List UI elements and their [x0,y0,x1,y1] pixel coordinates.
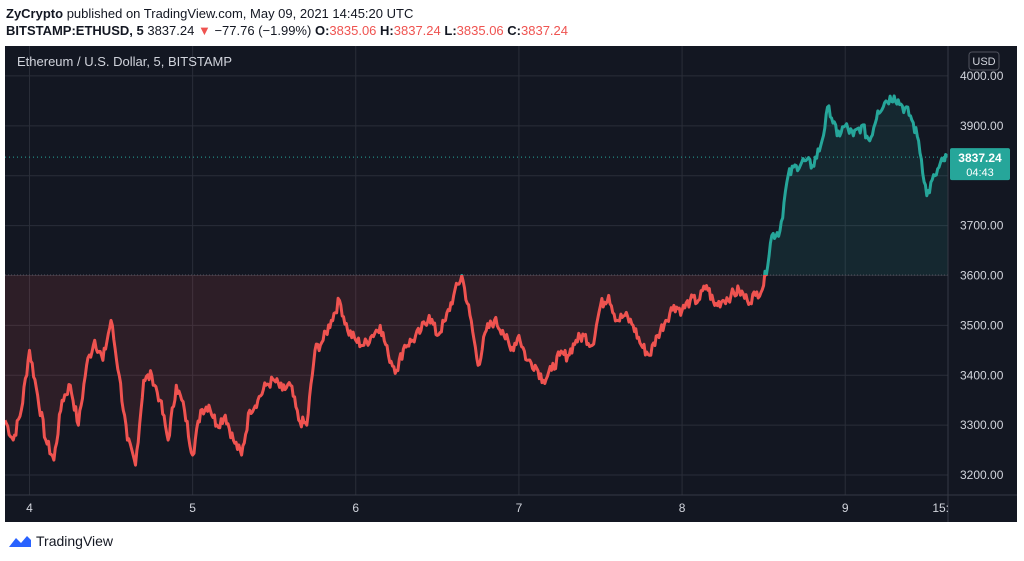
chart-title: Ethereum / U.S. Dollar, 5, BITSTAMP [17,54,232,69]
y-tick-label: 3500.00 [960,318,1004,332]
x-tick-label: 9 [842,501,849,515]
low-label: L: [444,23,457,38]
change-down-icon: ▼ [197,23,211,38]
x-tick-label: 4 [26,501,33,515]
last-price-badge [950,148,1010,181]
close-value: 3837.24 [521,23,568,38]
x-tick-label: 7 [516,501,523,515]
currency-badge[interactable] [968,51,1000,71]
area-fill-above-baseline [764,95,948,275]
price-line-down[interactable] [5,96,948,467]
high-label: H: [380,23,394,38]
y-tick-label: 4000.00 [960,69,1004,83]
x-tick-label: 8 [679,501,686,515]
publish-info: ZyCrypto published on TradingView.com, M… [6,6,413,21]
low-value: 3835.06 [456,23,504,38]
open-label: O: [314,23,330,38]
currency-label: USD [972,56,995,68]
footer-brand: TradingView [36,533,114,549]
last-price-value: 3837.24 [958,151,1002,165]
published-text: published on TradingView.com, May 09, 20… [66,6,414,21]
x-tick-label: 6 [352,501,359,515]
chart-frame[interactable]: Ethereum / U.S. Dollar, 5, BITSTAMP 3200… [5,46,1017,522]
price-change: −77.76 (−1.99%) [214,23,312,38]
price-chart[interactable]: Ethereum / U.S. Dollar, 5, BITSTAMP 3200… [5,46,1017,522]
y-tick-label: 3300.00 [960,418,1004,432]
x-tick-label: 5 [189,501,196,515]
last-price: 3837.24 [147,23,195,38]
tradingview-logo-icon [9,536,31,547]
footer: TradingView [8,533,113,549]
area-fill-below-baseline [5,274,948,466]
y-tick-label: 3900.00 [960,119,1004,133]
countdown-value: 04:43 [966,167,994,179]
y-tick-label: 3600.00 [960,268,1004,282]
y-tick-label: 3200.00 [960,468,1004,482]
close-label: C: [507,23,521,38]
y-tick-label: 3700.00 [960,219,1004,233]
x-tick-label-last: 15: [932,501,949,515]
symbol-label: BITSTAMP:ETHUSD, 5 [6,23,144,38]
price-line-up[interactable] [5,94,948,465]
y-tick-label: 3400.00 [960,368,1004,382]
publisher-name: ZyCrypto [6,6,64,21]
high-value: 3837.24 [393,23,441,38]
open-value: 3835.06 [329,23,377,38]
ohlc-bar: BITSTAMP:ETHUSD, 5 3837.24 ▼ −77.76 (−1.… [6,23,568,38]
